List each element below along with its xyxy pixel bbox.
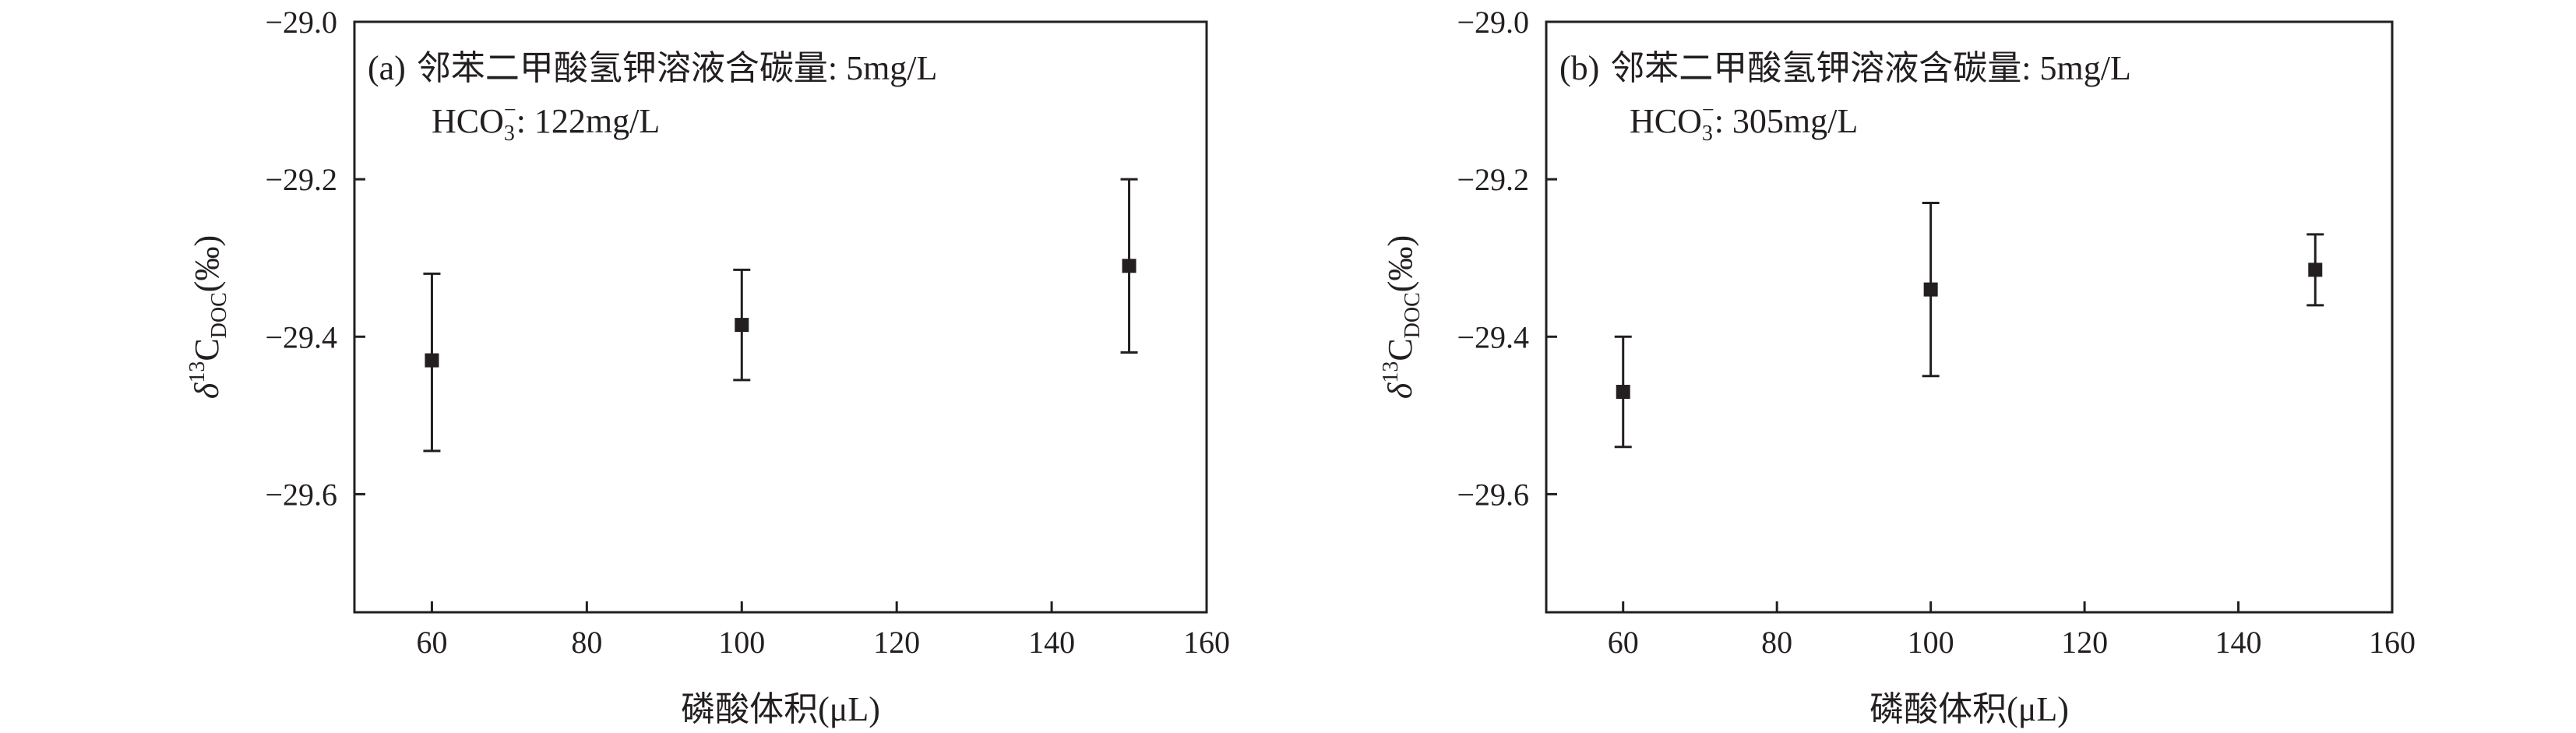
panel-b-marks: 60 80 100 120 140 160 −29.0 −29.2 −29.4 −29.6	[1457, 5, 2416, 660]
panel-a-ylabel-c: C	[188, 338, 226, 361]
panel-a-hco-value: : 122mg/L	[516, 102, 661, 140]
panel-b-ylabel: δ13CDOC(‰)	[1379, 235, 1425, 399]
panel-b-data-point-0	[1616, 385, 1630, 400]
panel-b-xtick-label-80: 80	[1761, 625, 1792, 660]
panel-b-xtick-label-140: 140	[2215, 625, 2262, 660]
panel-b-data-point-2	[2308, 263, 2323, 277]
panel-a-xtick-label-60: 60	[416, 625, 447, 660]
panel-a-xlabel: 磷酸体积(μL)	[681, 690, 880, 728]
panel-a-ylabel-unit: (‰)	[188, 235, 226, 292]
panel-a-data-point-0	[425, 353, 439, 368]
panel-b: 60 80 100 120 140 160 −29.0 −29.2 −29.4 −29.6 (b)…	[1379, 5, 2416, 728]
panel-b-xlabel: 磷酸体积(μL)	[1869, 690, 2069, 728]
panel-b-ytick-label-0: −29.0	[1457, 5, 1529, 40]
panel-a-xtick-label-120: 120	[873, 625, 920, 660]
panel-a-ylabel-sup: 13	[185, 361, 210, 383]
panel-a-data-point-2	[1122, 259, 1136, 273]
panel-a-ytick-label-0: −29.0	[265, 5, 337, 40]
panel-a-label: (a)	[368, 49, 406, 87]
panel-b-data-point-1	[1923, 282, 1938, 297]
panel-b-ytick-label-1: −29.2	[1457, 162, 1529, 197]
panel-a-ylabel: δ13CDOC(‰)	[185, 235, 231, 399]
panel-b-ylabel-unit: (‰)	[1381, 235, 1419, 292]
panel-a-annotation-line1: (a) 邻苯二甲酸氢钾溶液含碳量: 5mg/L	[368, 49, 937, 87]
panel-a-hco-main: HCO	[432, 102, 504, 140]
panel-a-annotation-text: 邻苯二甲酸氢钾溶液含碳量: 5mg/L	[417, 49, 938, 87]
panel-b-xtick-label-120: 120	[2061, 625, 2108, 660]
panel-a-ylabel-delta: δ	[188, 382, 226, 399]
panel-a-plot-frame	[353, 20, 1208, 614]
panel-b-hco-sup: −	[1702, 98, 1714, 122]
panel-b-ylabel-sup: 13	[1379, 361, 1403, 383]
panel-b-label: (b)	[1559, 49, 1599, 87]
panel-b-annotation-line1: (b) 邻苯二甲酸氢钾溶液含碳量: 5mg/L	[1559, 49, 2131, 87]
panel-a-ytick-label-3: −29.6	[265, 477, 337, 512]
panel-b-xtick-label-160: 160	[2369, 625, 2416, 660]
panel-b-ylabel-c: C	[1381, 338, 1419, 361]
panel-b-annotation-line2: HCO3−: 305mg/L	[1630, 98, 1858, 146]
panel-b-ylabel-sub: DOC	[1401, 292, 1425, 338]
panel-a-ylabel-sub: DOC	[207, 292, 231, 338]
panel-b-xtick-label-100: 100	[1908, 625, 1954, 660]
panel-b-xtick-label-60: 60	[1608, 625, 1639, 660]
panel-b-hco-value: : 305mg/L	[1714, 102, 1859, 140]
panel-a-xtick-label-80: 80	[571, 625, 602, 660]
panel-b-ytick-label-3: −29.6	[1457, 477, 1529, 512]
panel-a-hco-sub: 3	[504, 122, 515, 146]
panel-a-data-point-1	[735, 318, 749, 333]
panel-a-xtick-label-140: 140	[1028, 625, 1075, 660]
panel-b-annotation-text: 邻苯二甲酸氢钾溶液含碳量: 5mg/L	[1610, 49, 2131, 87]
panel-a-hco-sup: −	[504, 98, 516, 122]
panel-a-ytick-label-2: −29.4	[265, 319, 337, 354]
panel-a-xtick-label-100: 100	[718, 625, 765, 660]
panel-b-ytick-label-2: −29.4	[1457, 319, 1529, 354]
panel-b-ylabel-delta: δ	[1381, 382, 1419, 399]
panel-a: 60 80 100 120 140 160 −29.0 −29.2 −29.4 −29.6 (a)…	[185, 5, 1230, 728]
panel-b-hco-sub: 3	[1702, 122, 1713, 146]
panel-a-ytick-label-1: −29.2	[265, 162, 337, 197]
panel-b-plot-frame	[1545, 20, 2394, 614]
panel-b-hco-main: HCO	[1630, 102, 1702, 140]
panel-a-xtick-label-160: 160	[1183, 625, 1230, 660]
panel-a-annotation-line2: HCO3−: 122mg/L	[432, 98, 660, 146]
panel-a-marks: 60 80 100 120 140 160 −29.0 −29.2 −29.4 −29.6	[265, 5, 1230, 660]
